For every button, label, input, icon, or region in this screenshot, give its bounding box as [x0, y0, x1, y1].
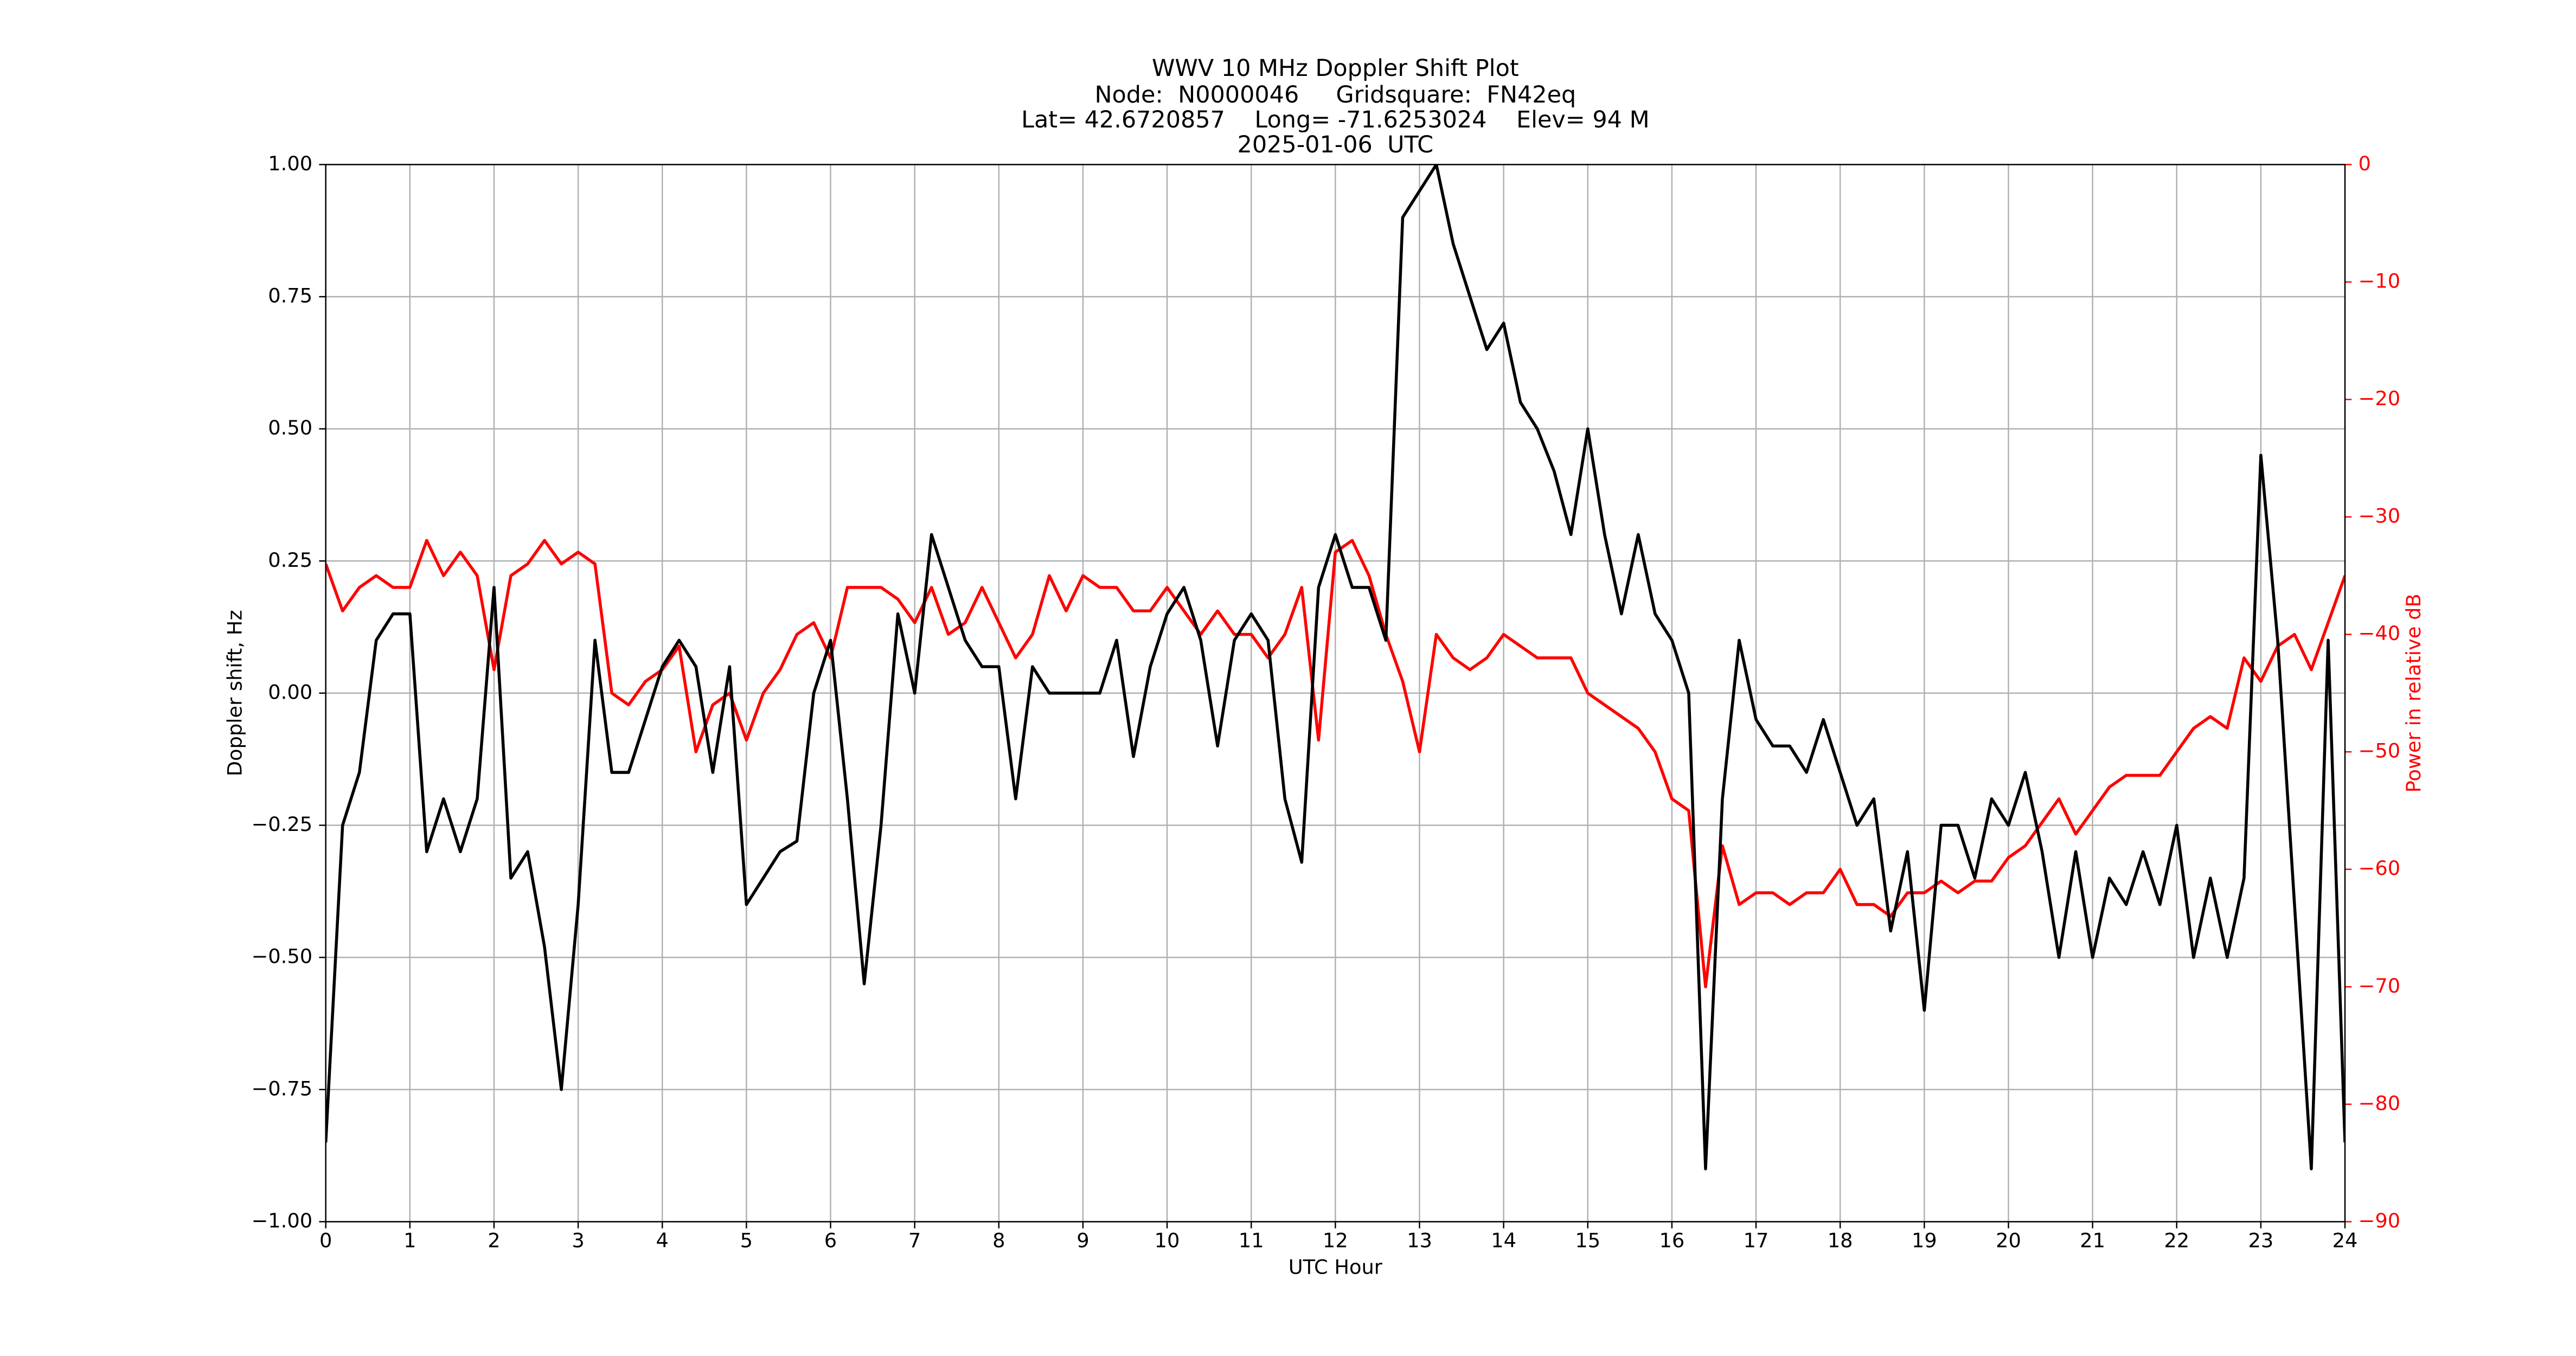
x-axis-label: UTC Hour	[1289, 1256, 1383, 1279]
x-tick-label: 14	[1491, 1229, 1516, 1252]
x-tick-label: 24	[2333, 1229, 2358, 1252]
y-tick-label: −0.25	[251, 813, 312, 836]
x-tick-label: 3	[572, 1229, 584, 1252]
chart-subtitle: Node: N0000046 Gridsquare: FN42eq	[1094, 81, 1576, 108]
y2-tick-label: −90	[2359, 1209, 2401, 1232]
plot-frame	[325, 164, 2346, 1223]
y-tick-label: 1.00	[268, 152, 312, 175]
x-tick-label: 18	[1828, 1229, 1853, 1252]
chart-subtitle: Lat= 42.6720857 Long= -71.6253024 Elev= …	[1021, 106, 1650, 133]
y2-tick-label: −70	[2359, 974, 2401, 997]
y2-tick-label: −40	[2359, 622, 2401, 645]
x-tick-label: 22	[2164, 1229, 2189, 1252]
x-tick-label: 19	[1912, 1229, 1937, 1252]
data-line	[325, 164, 2346, 1170]
x-tick-label: 10	[1155, 1229, 1180, 1252]
plot-lines	[325, 164, 2346, 1170]
x-tick-label: 21	[2080, 1229, 2105, 1252]
y2-tick-label: 0	[2359, 152, 2371, 175]
x-tick-label: 15	[1575, 1229, 1600, 1252]
x-tick-label: 0	[319, 1229, 332, 1252]
y2-tick-label: −50	[2359, 739, 2401, 763]
x-tick-label: 7	[908, 1229, 921, 1252]
chart-subtitle: 2025-01-06 UTC	[1238, 131, 1434, 158]
y2-tick-label: −80	[2359, 1091, 2401, 1115]
chart-title: WWV 10 MHz Doppler Shift Plot	[1152, 55, 1519, 82]
y2-axis-label: Power in relative dB	[2402, 593, 2425, 792]
y-tick-label: −1.00	[251, 1209, 312, 1232]
x-tick-label: 23	[2248, 1229, 2273, 1252]
x-tick-label: 5	[740, 1229, 753, 1252]
y2-tick-label: −30	[2359, 504, 2401, 528]
y-tick-label: 0.75	[268, 284, 312, 308]
y-axis-label: Doppler shift, Hz	[223, 610, 247, 776]
y-tick-label: 0.25	[268, 548, 312, 572]
x-tick-label: 1	[403, 1229, 416, 1252]
y-tick-label: −0.50	[251, 945, 312, 968]
x-tick-label: 17	[1744, 1229, 1769, 1252]
x-tick-label: 13	[1407, 1229, 1432, 1252]
y2-tick-label: −60	[2359, 856, 2401, 880]
x-tick-label: 20	[1996, 1229, 2021, 1252]
y-tick-label: 0.50	[268, 416, 312, 439]
y-tick-label: −0.75	[251, 1077, 312, 1100]
y-tick-label: 0.00	[268, 680, 312, 703]
x-tick-label: 8	[992, 1229, 1005, 1252]
x-tick-label: 2	[488, 1229, 500, 1252]
y2-tick-label: −10	[2359, 269, 2401, 292]
x-tick-label: 9	[1076, 1229, 1089, 1252]
x-tick-label: 12	[1323, 1229, 1348, 1252]
y2-tick-label: −20	[2359, 387, 2401, 410]
x-tick-label: 11	[1239, 1229, 1264, 1252]
x-tick-label: 4	[656, 1229, 669, 1252]
x-tick-label: 6	[824, 1229, 837, 1252]
x-tick-label: 16	[1659, 1229, 1684, 1252]
